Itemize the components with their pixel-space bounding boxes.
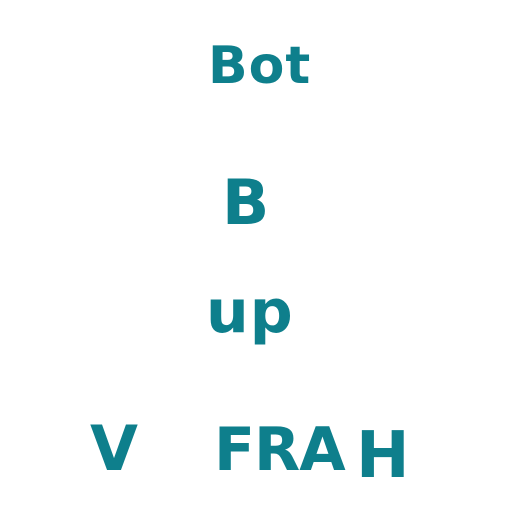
handwritten-letter-b: B bbox=[222, 166, 271, 239]
handwritten-letter-h: H bbox=[356, 419, 411, 493]
handwritten-word-up: up bbox=[206, 277, 294, 347]
handwritten-word-fra: FRA bbox=[214, 415, 346, 485]
handwritten-letter-v: V bbox=[90, 412, 139, 485]
handwritten-word-bot: Bot bbox=[208, 36, 312, 96]
